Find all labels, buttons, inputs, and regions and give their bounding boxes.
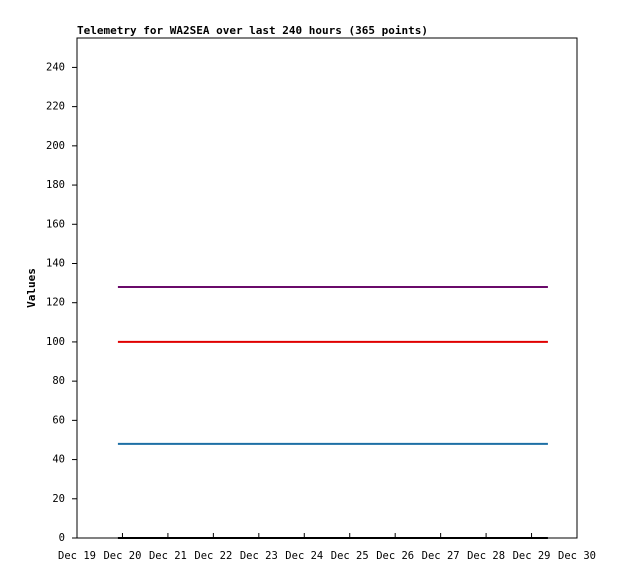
y-tick-label: 60: [52, 414, 65, 426]
y-tick-label: 200: [46, 140, 65, 152]
x-tick-label: Dec 22: [194, 550, 232, 562]
x-tick-label: Dec 20: [103, 550, 141, 562]
y-tick-label: 120: [46, 297, 65, 309]
x-tick-label: Dec 27: [422, 550, 460, 562]
x-tick-label: Dec 30: [558, 550, 596, 562]
y-tick-label: 20: [52, 493, 65, 505]
x-tick-label: Dec 21: [149, 550, 187, 562]
y-tick-label: 180: [46, 179, 65, 191]
y-tick-label: 40: [52, 454, 65, 466]
y-tick-label: 0: [59, 532, 65, 544]
y-tick-label: 220: [46, 101, 65, 113]
y-tick-label: 160: [46, 218, 65, 230]
y-tick-label: 80: [52, 375, 65, 387]
x-tick-label: Dec 26: [376, 550, 414, 562]
y-tick-label: 100: [46, 336, 65, 348]
y-tick-label: 240: [46, 61, 65, 73]
x-tick-label: Dec 19: [58, 550, 96, 562]
y-axis-label: Values: [25, 268, 38, 308]
x-tick-label: Dec 24: [285, 550, 323, 562]
x-tick-label: Dec 28: [467, 550, 505, 562]
x-tick-label: Dec 29: [513, 550, 551, 562]
chart-title: Telemetry for WA2SEA over last 240 hours…: [77, 24, 428, 37]
x-tick-label: Dec 23: [240, 550, 278, 562]
y-tick-label: 140: [46, 257, 65, 269]
x-tick-label: Dec 25: [331, 550, 369, 562]
